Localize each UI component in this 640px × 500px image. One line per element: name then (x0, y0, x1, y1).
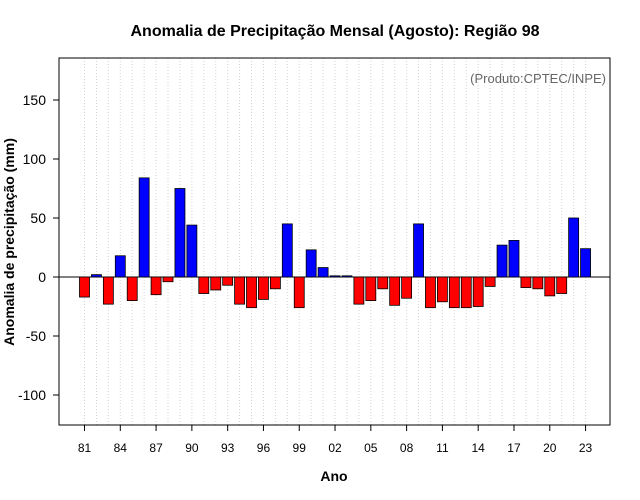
x-tick-label-02: 02 (328, 441, 342, 455)
x-tick-label-23: 23 (579, 441, 593, 455)
bar-92 (210, 276, 222, 291)
bar-02 (329, 275, 341, 278)
bar-21 (556, 276, 568, 294)
x-tick-label-93: 93 (221, 441, 235, 455)
y-tick-label--100: -100 (18, 387, 46, 403)
y-tick-label-0: 0 (38, 269, 46, 285)
x-tick-label-20: 20 (543, 441, 557, 455)
x-tick-label-90: 90 (185, 441, 199, 455)
bar-04 (353, 276, 365, 305)
bar-91 (198, 276, 210, 294)
y-tick-label-150: 150 (23, 92, 47, 108)
bar-83 (102, 276, 114, 305)
bar-23 (580, 248, 591, 278)
bar-14 (472, 276, 484, 307)
y-tick-label--50: -50 (26, 328, 46, 344)
bar-88 (162, 276, 174, 283)
x-tick-label-81: 81 (78, 441, 92, 455)
bar-13 (460, 276, 472, 309)
x-axis-label: Ano (320, 468, 347, 484)
bar-93 (222, 276, 234, 286)
bar-84 (114, 255, 126, 278)
bar-09 (413, 223, 424, 278)
bar-19 (532, 276, 544, 290)
y-axis-label: Anomalia de precipitação (mm) (1, 138, 17, 346)
x-axis: 81 84 87 90 93 96 99 02 05 08 11 14 17 20 23 (78, 425, 593, 455)
bars (79, 177, 591, 309)
bar-86 (138, 177, 150, 278)
plot-frame (58, 57, 611, 426)
bar-22 (568, 217, 580, 278)
x-tick-label-11: 11 (436, 441, 449, 455)
bar-94 (234, 276, 245, 305)
credit-annotation: (Produto:CPTEC/INPE) (470, 71, 606, 86)
bar-85 (126, 276, 138, 302)
x-tick-label-96: 96 (257, 441, 271, 455)
x-tick-label-17: 17 (507, 441, 521, 455)
bar-81 (79, 276, 90, 298)
x-tick-label-14: 14 (472, 441, 486, 455)
bar-97 (269, 276, 281, 290)
bar-87 (150, 276, 162, 296)
y-tick-label-50: 50 (30, 210, 46, 226)
x-tick-label-99: 99 (293, 441, 307, 455)
bar-20 (544, 276, 556, 297)
bar-01 (317, 267, 329, 278)
bar-00 (305, 249, 317, 278)
bar-10 (425, 276, 436, 309)
bar-03 (341, 275, 353, 278)
chart-title: Anomalia de Precipitação Mensal (Agosto)… (131, 23, 540, 40)
bar-96 (258, 276, 269, 300)
bar-12 (448, 276, 460, 309)
x-tick-label-05: 05 (364, 441, 378, 455)
bar-15 (484, 276, 496, 287)
bar-82 (91, 274, 102, 278)
bar-90 (186, 224, 198, 278)
x-tick-label-87: 87 (149, 441, 163, 455)
bar-89 (174, 188, 186, 278)
x-tick-label-08: 08 (400, 441, 414, 455)
bar-98 (281, 223, 293, 278)
bar-05 (365, 276, 377, 302)
bar-99 (293, 276, 305, 309)
y-axis: -100 -50 0 50 100 150 (18, 92, 59, 403)
x-tick-label-84: 84 (114, 441, 128, 455)
bar-07 (389, 276, 401, 306)
bar-06 (377, 276, 389, 290)
bar-11 (436, 276, 448, 303)
bar-08 (401, 276, 413, 299)
bar-16 (496, 244, 508, 278)
bar-18 (520, 276, 532, 289)
y-tick-label-100: 100 (23, 151, 47, 167)
bar-17 (508, 240, 520, 278)
bar-95 (246, 276, 257, 309)
